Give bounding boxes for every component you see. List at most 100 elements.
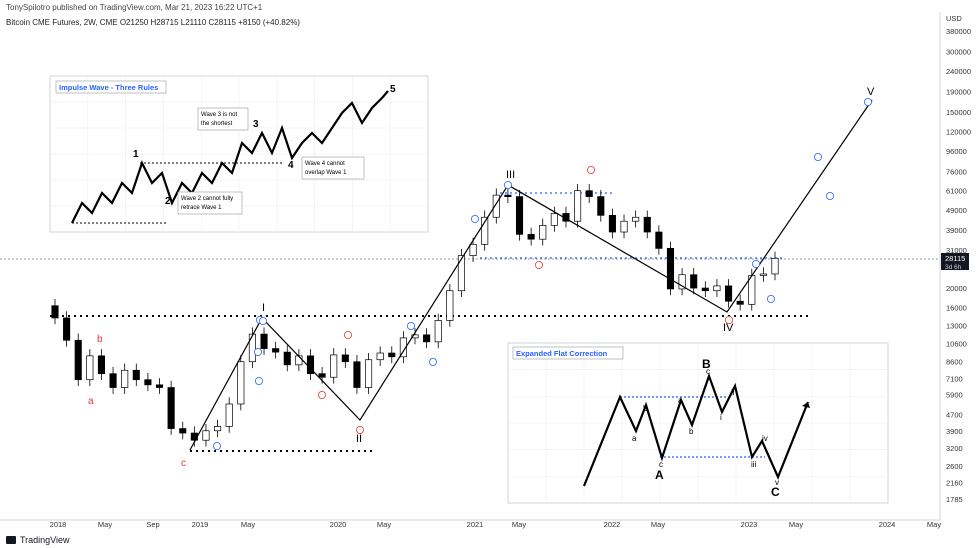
candle-bearish[interactable] [585,190,593,197]
candle-bearish[interactable] [515,196,524,235]
tradingview-logo-icon [6,536,16,544]
candle-bullish[interactable] [713,285,721,292]
candle-bullish[interactable] [574,190,582,222]
candle-bullish[interactable] [457,255,466,292]
rule-wave3-box [197,107,249,131]
price-tick-label: 31000 [946,246,967,255]
flat-label-b1: b [643,404,648,413]
candle-bullish[interactable] [492,194,500,218]
candle-bullish[interactable] [411,334,419,339]
candle-bullish[interactable] [469,243,477,256]
candle-bullish[interactable] [121,369,129,388]
price-axis[interactable]: 380000 300000 240000 190000 150000 120000 9600… [946,27,971,504]
candle-bearish[interactable] [643,216,651,233]
candle-bearish[interactable] [109,373,117,388]
candle-bearish[interactable] [666,248,675,290]
price-tick-label: 76000 [946,168,967,177]
candle-bearish[interactable] [283,351,291,366]
candle-bearish[interactable] [655,231,663,249]
candle-bullish[interactable] [481,216,489,245]
candle-bearish[interactable] [63,317,71,341]
candle-bearish[interactable] [74,339,82,381]
candle-bullish[interactable] [620,220,628,233]
candle-bullish[interactable] [759,273,767,276]
candle-bullish[interactable] [446,290,454,321]
candle-bullish[interactable] [330,354,338,378]
candle-bearish[interactable] [423,334,431,343]
impulse-wave-inset: Impulse Wave - Three Rules 1 2 3 4 5 Wav… [49,75,429,233]
candle-bearish[interactable] [318,373,326,378]
candle-bearish[interactable] [167,387,175,429]
time-tick-label: Sep [146,520,159,529]
wave-label-IV: IV [723,322,734,334]
candle-bullish[interactable] [86,355,94,381]
time-tick-label: 2018 [50,520,67,529]
candle-series[interactable] [51,183,779,447]
wave-marker-circle [317,390,326,399]
candle-bearish[interactable] [179,428,187,434]
price-tick-label: 3200 [946,444,963,453]
price-tick-label: 150000 [946,108,971,117]
candle-bearish[interactable] [51,305,59,319]
candle-bullish[interactable] [539,225,547,240]
time-tick-label: May [927,520,941,529]
rule-wave4-box [301,156,365,180]
candle-bullish[interactable] [678,274,686,290]
price-tick-label: 4700 [946,410,963,419]
candle-bearish[interactable] [388,352,396,358]
wave-marker-circle [343,330,352,339]
flat-label-A: A [655,468,664,482]
candle-bearish[interactable] [690,274,698,289]
flat-label-i: i [720,413,722,422]
candle-bearish[interactable] [97,355,106,375]
impulse-label-5: 5 [390,84,396,95]
wave-marker-circle [767,294,776,303]
candle-bearish[interactable] [527,233,535,240]
wave-marker-circle [864,98,873,107]
candle-bearish[interactable] [701,287,709,292]
candle-bearish[interactable] [272,348,280,353]
candle-bullish[interactable] [771,257,779,275]
price-tick-label: 16000 [946,304,967,313]
candle-bearish[interactable] [260,333,268,349]
candle-bullish[interactable] [550,213,558,226]
candle-bearish[interactable] [504,194,512,197]
time-tick-label: May [651,520,665,529]
candle-bullish[interactable] [214,426,222,432]
wave-marker-circle [258,316,267,325]
elliott-wave-path [189,99,873,451]
wave-marker-circle [253,347,262,356]
time-axis[interactable]: 2018 May Sep 2019 May 2020 May 2021 May 2022 May 20… [50,520,942,529]
candle-bearish[interactable] [736,300,744,305]
impulse-label-1: 1 [133,149,139,160]
candle-bullish[interactable] [376,352,384,361]
price-tick-label: 5900 [946,391,963,400]
flat-label-v: v [775,478,779,487]
candle-bullish[interactable] [364,359,373,388]
flat-label-c2: c [706,367,710,376]
candle-bearish[interactable] [144,379,152,386]
candle-bullish[interactable] [632,216,640,222]
flat-label-iv: iv [762,434,768,443]
candle-bullish[interactable] [237,361,245,405]
flat-label-B: B [702,357,711,371]
time-tick-label: 2024 [879,520,896,529]
symbol-name[interactable]: Bitcoin CME Futures, 2W, CME [6,18,118,27]
candle-bearish[interactable] [341,354,349,363]
footer[interactable]: TradingView [6,535,70,545]
candle-bullish[interactable] [399,337,407,358]
candle-bearish[interactable] [132,369,140,381]
candle-bearish[interactable] [597,196,605,216]
wave-label-V: V [867,86,875,98]
candle-bullish[interactable] [434,320,442,343]
impulse-wave-path [71,90,389,224]
candle-bullish[interactable] [248,333,256,363]
candle-bearish[interactable] [724,285,733,302]
candle-bullish[interactable] [225,403,233,427]
candle-bearish[interactable] [155,384,164,388]
candle-bearish[interactable] [353,361,361,388]
candle-bearish[interactable] [608,214,616,233]
expanded-flat-inset: Expanded Flat Correction A B C a b c a b… [507,342,889,504]
candle-bullish[interactable] [202,430,210,441]
